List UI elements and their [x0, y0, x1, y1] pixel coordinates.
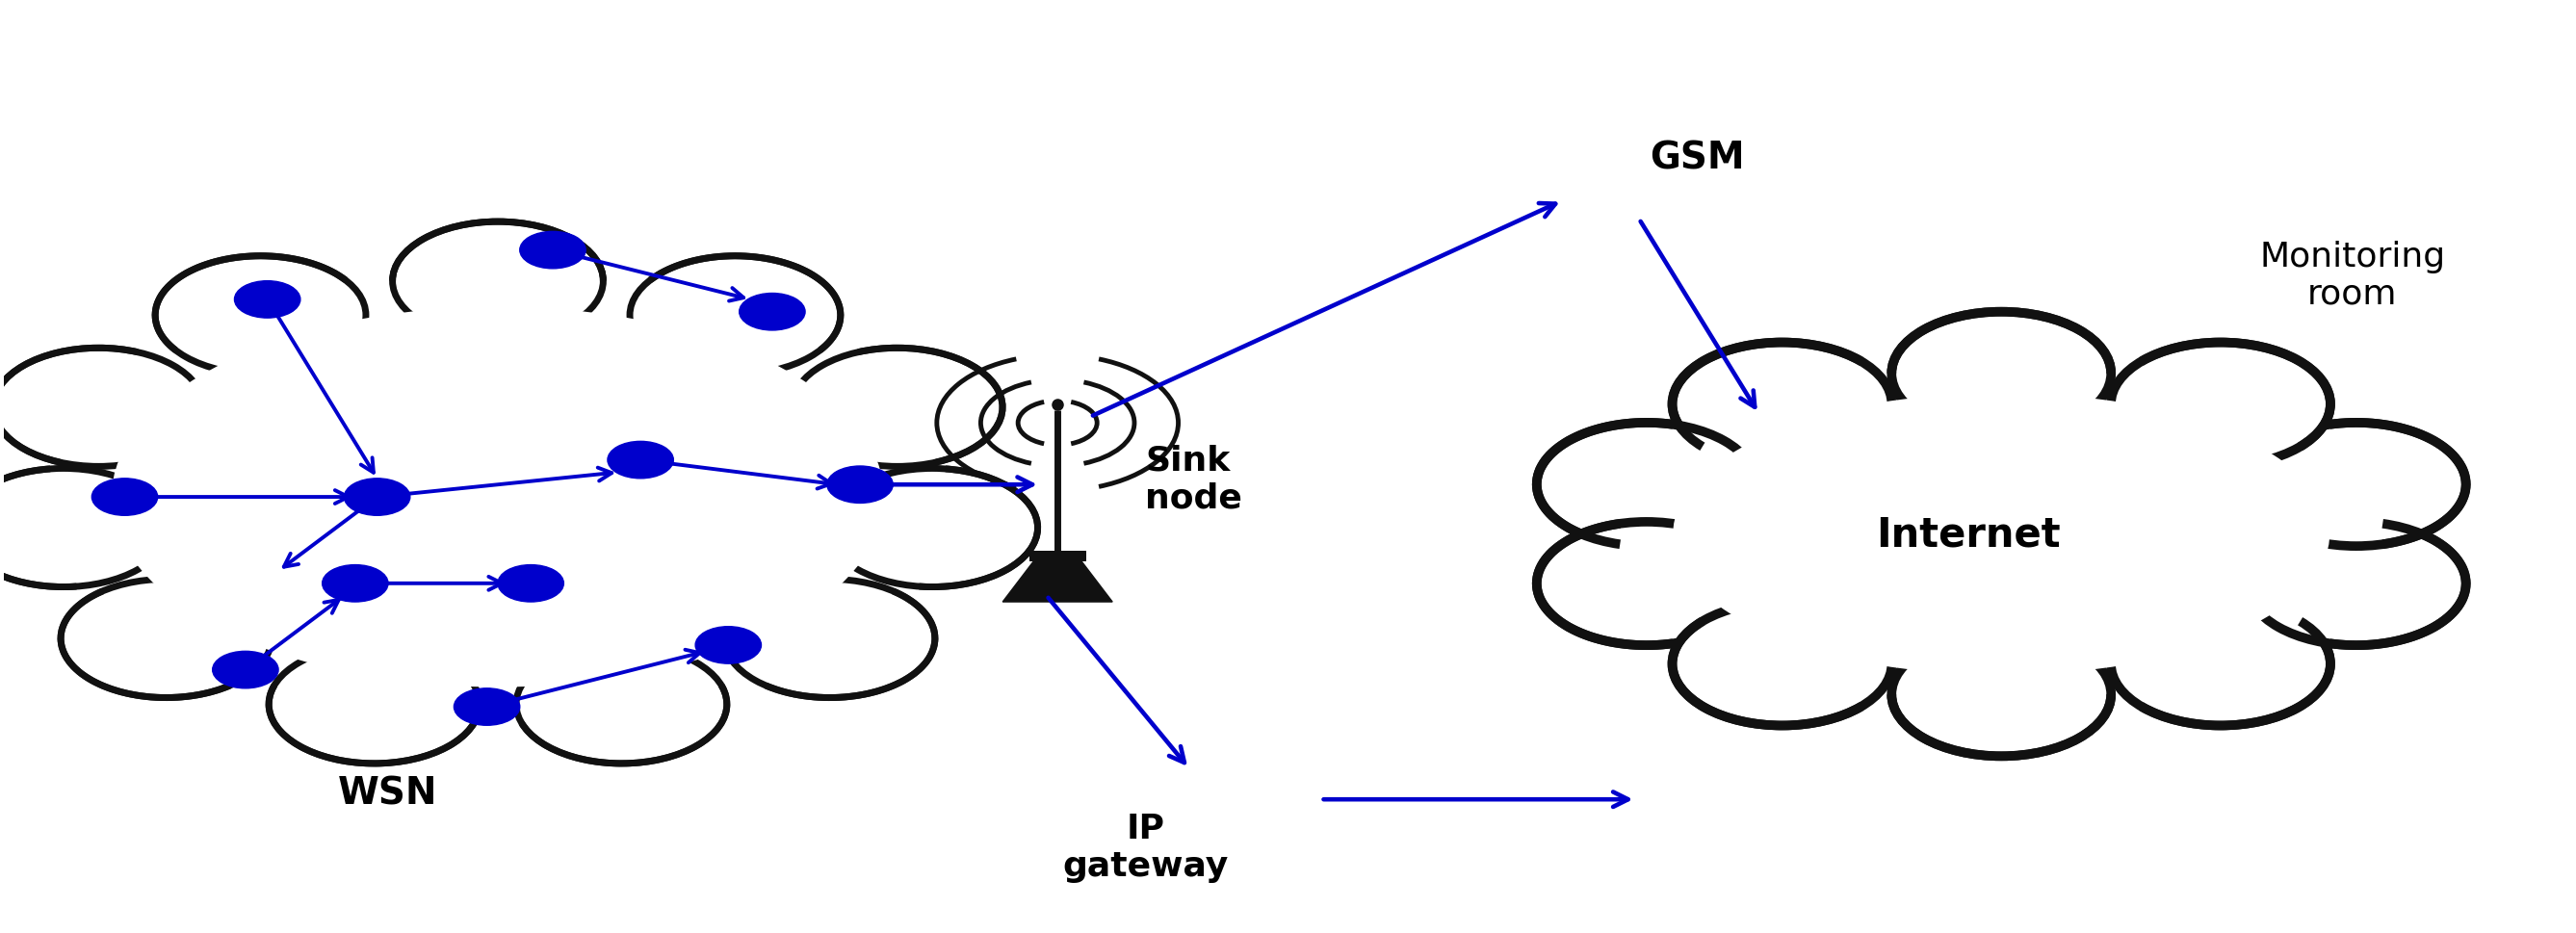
Circle shape: [93, 479, 157, 516]
Ellipse shape: [93, 299, 902, 696]
Text: IP
gateway: IP gateway: [1061, 812, 1229, 883]
Circle shape: [791, 348, 1002, 466]
Circle shape: [739, 294, 806, 331]
Circle shape: [1672, 343, 1891, 466]
Circle shape: [1891, 633, 2112, 757]
Circle shape: [2246, 424, 2465, 547]
Circle shape: [1672, 603, 1891, 726]
Circle shape: [497, 565, 564, 602]
Circle shape: [62, 579, 270, 698]
Circle shape: [629, 257, 840, 375]
Circle shape: [520, 232, 585, 269]
Circle shape: [1538, 522, 1757, 646]
Circle shape: [515, 646, 726, 763]
Circle shape: [453, 689, 520, 726]
Circle shape: [827, 469, 1038, 587]
Polygon shape: [1002, 559, 1113, 602]
Circle shape: [214, 651, 278, 689]
Circle shape: [696, 627, 762, 664]
Text: Internet: Internet: [1875, 514, 2061, 554]
Circle shape: [392, 222, 603, 341]
Circle shape: [2110, 343, 2331, 466]
Text: WSN: WSN: [337, 774, 438, 812]
Circle shape: [155, 257, 366, 375]
Text: Sink
node: Sink node: [1146, 443, 1242, 514]
Bar: [1028, 551, 1087, 562]
Ellipse shape: [1672, 393, 2329, 675]
Circle shape: [0, 348, 204, 466]
Circle shape: [234, 282, 301, 318]
Circle shape: [2110, 603, 2331, 726]
Circle shape: [827, 466, 894, 504]
Circle shape: [268, 646, 479, 763]
Circle shape: [1891, 313, 2112, 436]
Circle shape: [0, 469, 167, 587]
Circle shape: [724, 579, 935, 698]
Text: Monitoring
room: Monitoring room: [2259, 240, 2445, 311]
Circle shape: [1538, 424, 1757, 547]
Circle shape: [345, 479, 410, 516]
Circle shape: [2246, 522, 2465, 646]
Ellipse shape: [1659, 387, 2344, 682]
Text: GSM: GSM: [1651, 140, 1744, 176]
Circle shape: [608, 442, 672, 479]
Ellipse shape: [111, 307, 884, 688]
Circle shape: [322, 565, 389, 602]
